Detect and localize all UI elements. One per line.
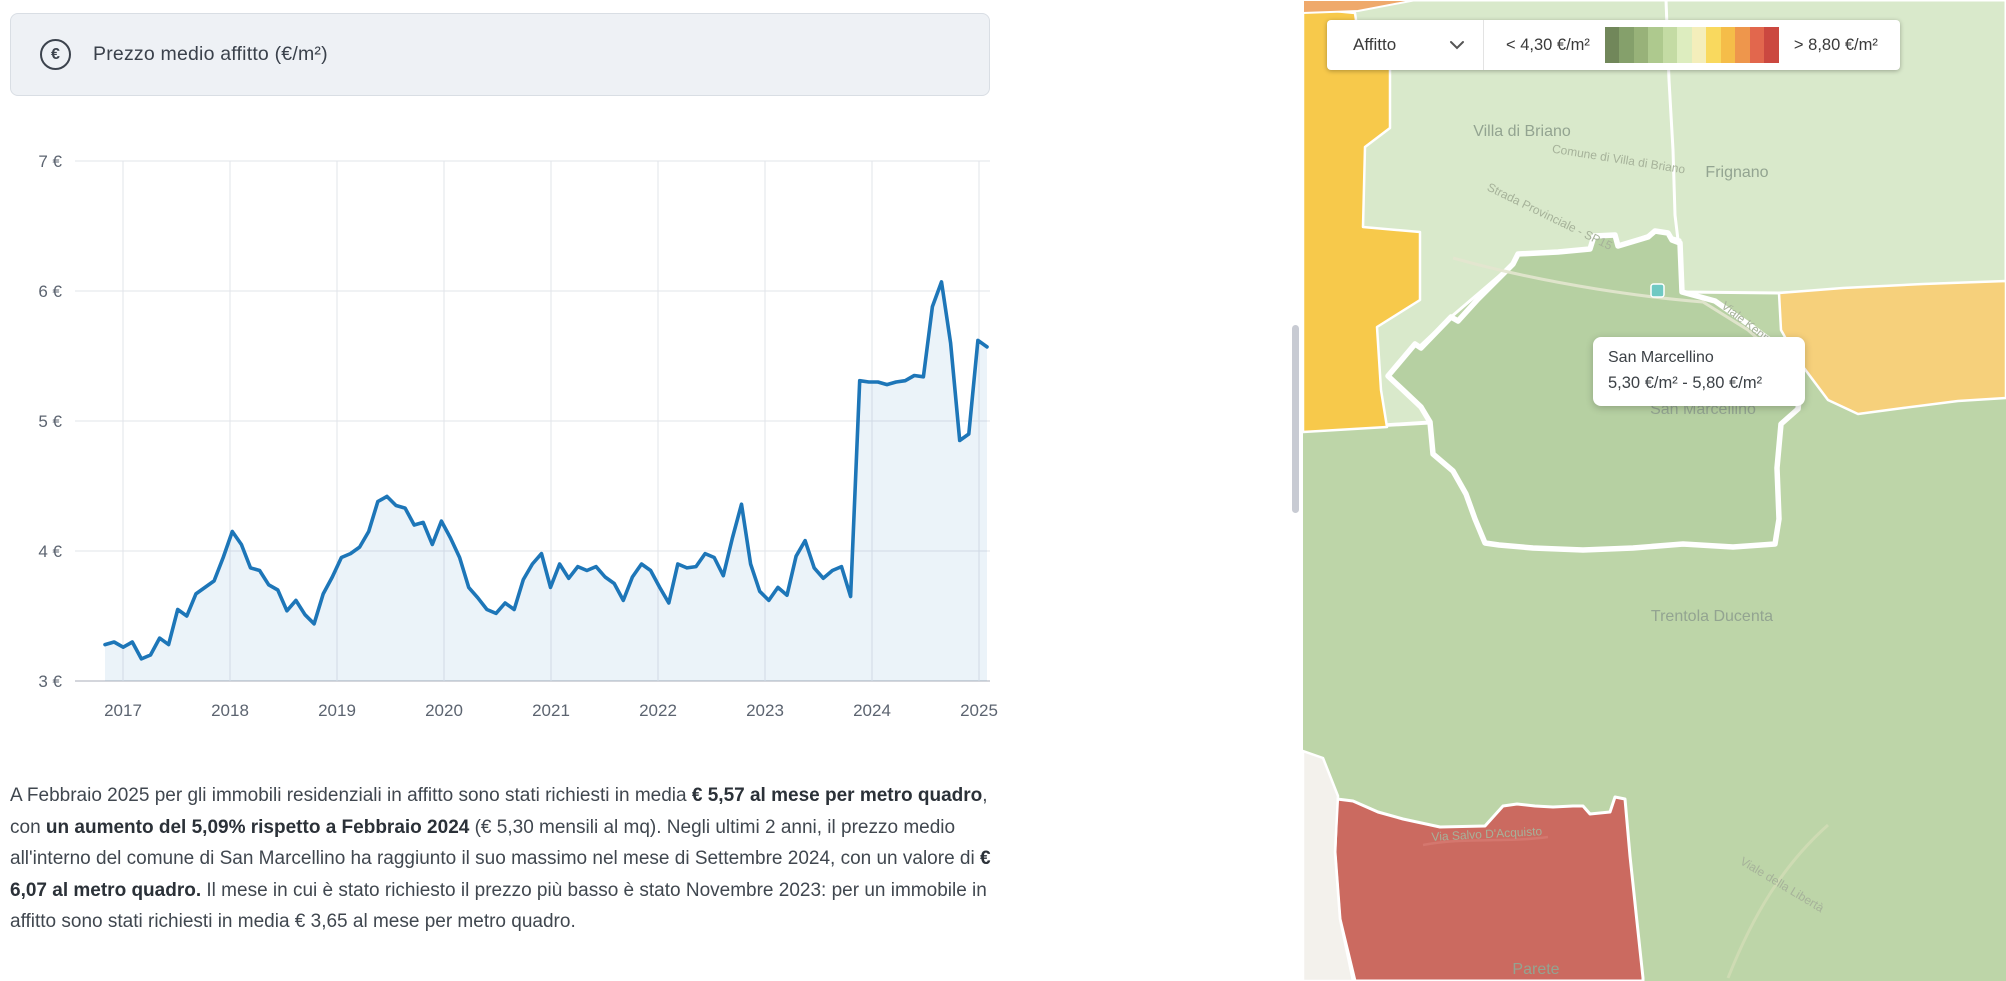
- svg-text:3 €: 3 €: [38, 672, 62, 691]
- y-axis-labels: 7 € 6 € 5 € 4 € 3 €: [38, 152, 62, 691]
- choropleth-map-svg: Villa di Briano Frignano San Marcellino …: [1303, 0, 2006, 981]
- euro-circle-icon: €: [40, 39, 71, 70]
- legend-gradient: [1604, 27, 1779, 63]
- map-label-villa-di-briano: Villa di Briano: [1473, 123, 1571, 140]
- svg-text:2018: 2018: [211, 701, 249, 720]
- price-map[interactable]: Villa di Briano Frignano San Marcellino …: [1303, 0, 2006, 981]
- chart-gridlines: [75, 160, 990, 682]
- controls-divider: [1483, 20, 1484, 70]
- svg-text:4 €: 4 €: [38, 542, 62, 561]
- map-label-frignano: Frignano: [1705, 164, 1768, 181]
- map-label-parete: Parete: [1512, 961, 1559, 978]
- svg-text:2023: 2023: [746, 701, 784, 720]
- map-region-no-data: [1303, 749, 1355, 981]
- chart-title: Prezzo medio affitto (€/m²): [93, 43, 328, 65]
- map-tooltip-title: San Marcellino: [1608, 349, 1714, 366]
- map-control-bar: Affitto < 4,30 €/m² > 8,80 €/m²: [1327, 20, 1900, 70]
- svg-text:7 €: 7 €: [38, 152, 62, 171]
- map-mode-dropdown[interactable]: Affitto: [1327, 20, 1483, 70]
- chart-card-header: € Prezzo medio affitto (€/m²): [10, 13, 990, 96]
- chart-area-fill: [105, 281, 987, 681]
- svg-text:2021: 2021: [532, 701, 570, 720]
- chart-description: A Febbraio 2025 per gli immobili residen…: [10, 785, 991, 932]
- svg-text:5 €: 5 €: [38, 412, 62, 431]
- svg-text:2020: 2020: [425, 701, 463, 720]
- svg-text:6 €: 6 €: [38, 282, 62, 301]
- map-legend: < 4,30 €/m² > 8,80 €/m²: [1484, 27, 1900, 63]
- map-marker-icon[interactable]: [1650, 283, 1665, 298]
- chevron-down-icon: [1450, 41, 1464, 50]
- road-label-salvo: Via Salvo D'Acquisto: [1431, 824, 1543, 844]
- page-scrollbar-thumb[interactable]: [1292, 325, 1299, 513]
- map-tooltip-value: 5,30 €/m² - 5,80 €/m²: [1608, 374, 1763, 392]
- svg-text:2024: 2024: [853, 701, 891, 720]
- map-region-orange-sliver[interactable]: [1303, 0, 1417, 15]
- legend-min-label: < 4,30 €/m²: [1506, 35, 1590, 54]
- chart-line: [103, 280, 989, 661]
- legend-max-label: > 8,80 €/m²: [1793, 35, 1878, 54]
- rent-price-chart[interactable]: 7 € 6 € 5 € 4 € 3 € 2017 2018 2019 2020 2021 2022…: [0, 128, 1010, 753]
- map-tooltip: San Marcellino 5,30 €/m² - 5,80 €/m²: [1593, 337, 1805, 406]
- svg-text:2025: 2025: [960, 701, 998, 720]
- map-region-parete[interactable]: [1333, 795, 1645, 981]
- road-liberta-line: [1726, 823, 1829, 979]
- svg-text:2019: 2019: [318, 701, 356, 720]
- road-salvo-line: [1422, 835, 1549, 847]
- x-axis-labels: 2017 2018 2019 2020 2021 2022 2023 2024 2025: [104, 701, 998, 720]
- svg-text:2017: 2017: [104, 701, 142, 720]
- map-label-trentola-ducenta: Trentola Ducenta: [1651, 608, 1773, 625]
- map-mode-dropdown-value: Affitto: [1353, 35, 1397, 54]
- svg-text:2022: 2022: [639, 701, 677, 720]
